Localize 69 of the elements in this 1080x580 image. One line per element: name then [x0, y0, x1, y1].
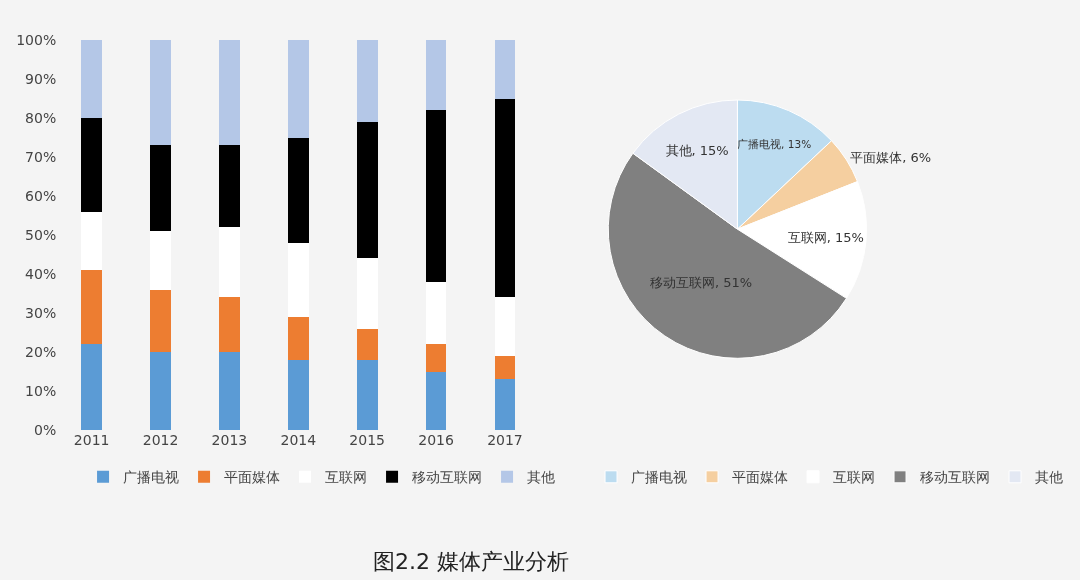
legend-label: 其他 — [1035, 469, 1064, 486]
y-tick-label: 100% — [16, 31, 57, 48]
bar — [150, 352, 171, 430]
bar — [356, 258, 378, 329]
x-tick-label: 2015 — [349, 432, 385, 448]
y-tick-label: 80% — [25, 109, 57, 126]
y-tick-label: 60% — [25, 187, 57, 204]
legend-label: 互联网 — [833, 469, 876, 486]
y-tick-label: 30% — [25, 304, 57, 321]
bar — [425, 110, 447, 282]
bar — [356, 359, 378, 430]
data-label: 广播电视, 13% — [737, 137, 812, 150]
legend-label: 广播电视 — [631, 469, 688, 486]
x-tick-label: 2013 — [211, 432, 248, 448]
legend-label: 平面媒体 — [224, 469, 281, 486]
data-label: 平面媒体, 6% — [850, 150, 932, 166]
x-tick-label: 2017 — [487, 432, 523, 448]
y-tick-label: 90% — [25, 70, 57, 87]
bar — [287, 359, 309, 430]
y-tick-label: 0% — [34, 421, 57, 438]
bar — [356, 40, 378, 122]
bar — [287, 137, 309, 243]
y-tick-label: 70% — [25, 148, 57, 165]
bar — [81, 40, 102, 118]
bar — [425, 40, 447, 111]
bar — [219, 145, 240, 228]
bar — [150, 231, 171, 290]
legend-label: 移动互联网 — [920, 469, 991, 486]
y-tick-label: 50% — [25, 226, 57, 243]
x-tick-label: 2012 — [142, 432, 179, 448]
y-tick-label: 40% — [25, 265, 57, 282]
bar — [494, 379, 516, 430]
x-tick-label: 2014 — [280, 432, 317, 448]
legend-label: 平面媒体 — [732, 469, 789, 486]
bar — [494, 297, 516, 356]
bar — [494, 355, 516, 380]
bar — [219, 297, 240, 352]
legend-label: 广播电视 — [123, 469, 180, 486]
bar — [81, 270, 102, 345]
caption: 图2.2 媒体产业分析 — [373, 549, 569, 574]
bar — [219, 40, 240, 146]
bar — [494, 98, 516, 298]
bar — [287, 40, 309, 138]
bar — [425, 371, 447, 430]
x-tick-label: 2016 — [418, 432, 454, 448]
legend-label: 其他 — [527, 469, 556, 486]
data-label: 其他, 15% — [665, 142, 729, 158]
bar — [287, 316, 309, 360]
y-tick-label: 20% — [25, 343, 57, 360]
bar — [81, 118, 102, 212]
bar — [425, 344, 447, 372]
bar — [219, 352, 240, 430]
bar — [356, 121, 378, 259]
bar — [287, 242, 309, 317]
bar — [150, 40, 171, 146]
bar — [425, 281, 447, 345]
y-tick-label: 10% — [25, 382, 57, 399]
bar — [150, 145, 171, 232]
bar — [81, 211, 102, 271]
bar — [494, 40, 516, 99]
bar — [150, 289, 171, 352]
bar — [356, 328, 378, 360]
bar — [81, 344, 102, 430]
data-label: 移动互联网, 51% — [650, 275, 753, 291]
x-tick-label: 2011 — [73, 432, 110, 448]
legend-label: 互联网 — [325, 469, 368, 486]
legend-label: 移动互联网 — [412, 469, 483, 486]
bar — [219, 227, 240, 298]
data-label: 互联网, 15% — [787, 230, 864, 246]
